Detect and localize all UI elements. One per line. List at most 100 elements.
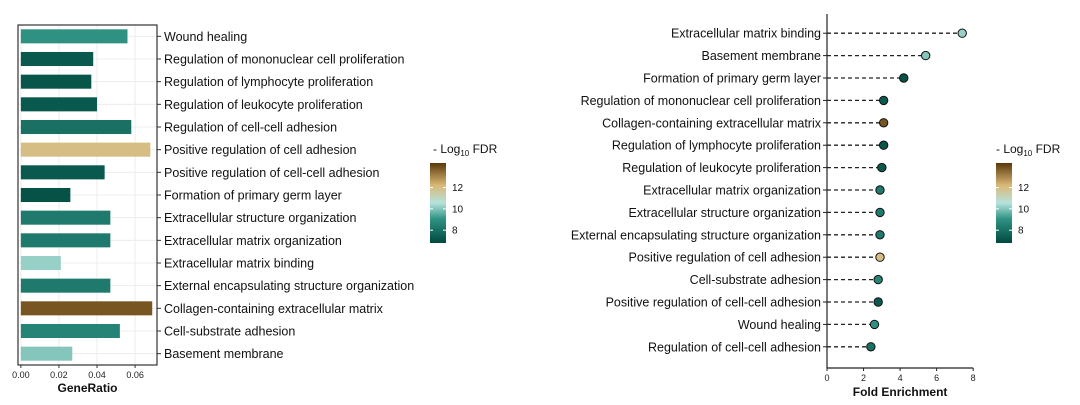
- right-y-tick-label: Regulation of cell-cell adhesion: [648, 340, 821, 354]
- left-y-tick-label: Extracellular matrix organization: [164, 234, 342, 248]
- right-point: [875, 230, 885, 240]
- right-y-tick-label: Wound healing: [738, 318, 821, 332]
- left-y-tick-label: Regulation of mononuclear cell prolifera…: [164, 53, 404, 67]
- right-legend-title: - Log10 FDR: [996, 142, 1061, 158]
- right-point: [920, 50, 931, 61]
- right-y-tick-label: Regulation of lymphocyte proliferation: [612, 139, 821, 153]
- right-point: [875, 252, 885, 262]
- left-bar: [20, 301, 153, 316]
- left-bar: [20, 165, 105, 180]
- right-y-tick-label: Positive regulation of cell adhesion: [629, 251, 822, 265]
- right-legend-tick-label: 8: [1018, 226, 1024, 237]
- left-y-tick-label: Extracellular structure organization: [164, 211, 356, 225]
- left-legend-title: - Log10 FDR: [433, 142, 498, 158]
- left-y-tick-label: Positive regulation of cell-cell adhesio…: [164, 166, 379, 180]
- left-y-tick-label: Regulation of lymphocyte proliferation: [164, 75, 373, 89]
- right-point: [957, 28, 967, 38]
- left-legend-title-prefix: - Log: [433, 142, 460, 156]
- left-y-tick-label: Cell-substrate adhesion: [164, 325, 295, 339]
- left-bar: [20, 29, 128, 44]
- right-y-ticks: Extracellular matrix binding Basement mem…: [571, 27, 827, 354]
- right-point: [878, 140, 889, 150]
- right-point: [866, 342, 876, 352]
- left-bar: [20, 210, 111, 225]
- right-y-tick-label: Basement membrane: [701, 49, 821, 63]
- right-y-tick-label: Cell-substrate adhesion: [690, 273, 821, 287]
- left-y-tick-label: Collagen-containing extracellular matrix: [164, 302, 384, 316]
- right-point: [878, 118, 889, 128]
- right-legend-colorbar: [996, 163, 1012, 243]
- left-bars: [20, 29, 153, 361]
- right-legend-tick-label: 12: [1018, 183, 1030, 194]
- left-legend-tick-label: 12: [452, 183, 464, 194]
- right-y-tick-label: Extracellular matrix organization: [643, 184, 821, 198]
- right-point: [869, 319, 880, 330]
- right-point: [899, 73, 909, 83]
- right-y-tick-label: Formation of primary germ layer: [643, 72, 821, 86]
- right-x-tick-label: 4: [898, 373, 903, 383]
- left-legend-tick-label: 10: [452, 204, 464, 215]
- left-bar: [20, 233, 111, 248]
- left-bar: [20, 97, 98, 112]
- left-bar: [20, 323, 120, 339]
- right-x-tick-label: 0: [824, 373, 829, 383]
- right-y-tick-label: Extracellular structure organization: [629, 206, 821, 220]
- right-x-ticks: 0 2 4 6 8: [824, 368, 976, 383]
- left-bar: [20, 119, 132, 135]
- right-points: [866, 28, 967, 352]
- right-point: [875, 185, 885, 195]
- right-legend-title-sub: 10: [1023, 149, 1032, 158]
- right-x-tick-label: 8: [971, 373, 976, 383]
- right-y-tick-label: Regulation of mononuclear cell prolifera…: [581, 94, 821, 108]
- left-y-tick-label: External encapsulating structure organiz…: [164, 279, 414, 293]
- right-y-tick-label: Extracellular matrix binding: [671, 27, 821, 41]
- right-legend-tick-label: 10: [1018, 204, 1030, 215]
- left-bar-chart: Wound healing Regulation of mononuclear c…: [12, 24, 414, 395]
- right-y-tick-label: External encapsulating structure organiz…: [571, 228, 821, 242]
- left-legend-tick-label: 8: [452, 226, 458, 237]
- left-bar: [20, 278, 111, 293]
- right-y-tick-label: Collagen-containing extracellular matrix: [602, 116, 822, 130]
- left-x-tick-label: 0.02: [50, 370, 68, 380]
- left-y-tick-label: Basement membrane: [164, 347, 284, 361]
- left-y-tick-label: Formation of primary germ layer: [164, 189, 342, 203]
- right-legend-title-prefix: - Log: [996, 142, 1023, 156]
- left-bar: [20, 346, 73, 361]
- left-legend-title-suffix: FDR: [469, 142, 497, 156]
- left-bar: [20, 187, 71, 203]
- left-bar: [20, 142, 151, 157]
- right-point: [875, 207, 885, 218]
- left-x-tick-label: 0.06: [126, 370, 144, 380]
- right-point: [873, 297, 883, 307]
- left-legend-title-sub: 10: [460, 149, 469, 158]
- left-x-ticks: 0.00 0.02 0.04 0.06: [12, 365, 144, 380]
- left-y-tick-label: Regulation of leukocyte proliferation: [164, 98, 363, 112]
- right-x-tick-label: 6: [934, 373, 939, 383]
- right-y-tick-label: Regulation of leukocyte proliferation: [622, 161, 821, 175]
- right-legend-ticks: 12 10 8: [996, 183, 1030, 237]
- right-y-tick-label: Positive regulation of cell-cell adhesio…: [606, 296, 821, 310]
- right-x-axis-title: Fold Enrichment: [853, 385, 948, 399]
- left-x-tick-label: 0.04: [88, 370, 106, 380]
- left-bar: [20, 51, 94, 67]
- left-y-tick-label: Positive regulation of cell adhesion: [164, 143, 357, 157]
- right-point: [877, 162, 887, 173]
- left-legend-ticks: 12 10 8: [430, 183, 464, 237]
- left-y-tick-label: Regulation of cell-cell adhesion: [164, 121, 337, 135]
- left-y-tick-label: Extracellular matrix binding: [164, 257, 314, 271]
- left-x-axis-title: GeneRatio: [57, 381, 117, 395]
- left-y-ticks: Wound healing Regulation of mononuclear c…: [157, 30, 414, 361]
- left-y-tick-label: Wound healing: [164, 30, 247, 44]
- right-point: [878, 95, 889, 106]
- left-bar: [20, 255, 61, 271]
- left-legend-colorbar: [430, 163, 446, 243]
- right-legend-title-suffix: FDR: [1032, 142, 1060, 156]
- right-lollipop-chart: Extracellular matrix binding Basement mem…: [571, 14, 976, 399]
- right-connectors: [827, 32, 963, 348]
- right-x-tick-label: 2: [861, 373, 866, 383]
- right-point: [873, 274, 883, 285]
- left-x-tick-label: 0.00: [12, 370, 30, 380]
